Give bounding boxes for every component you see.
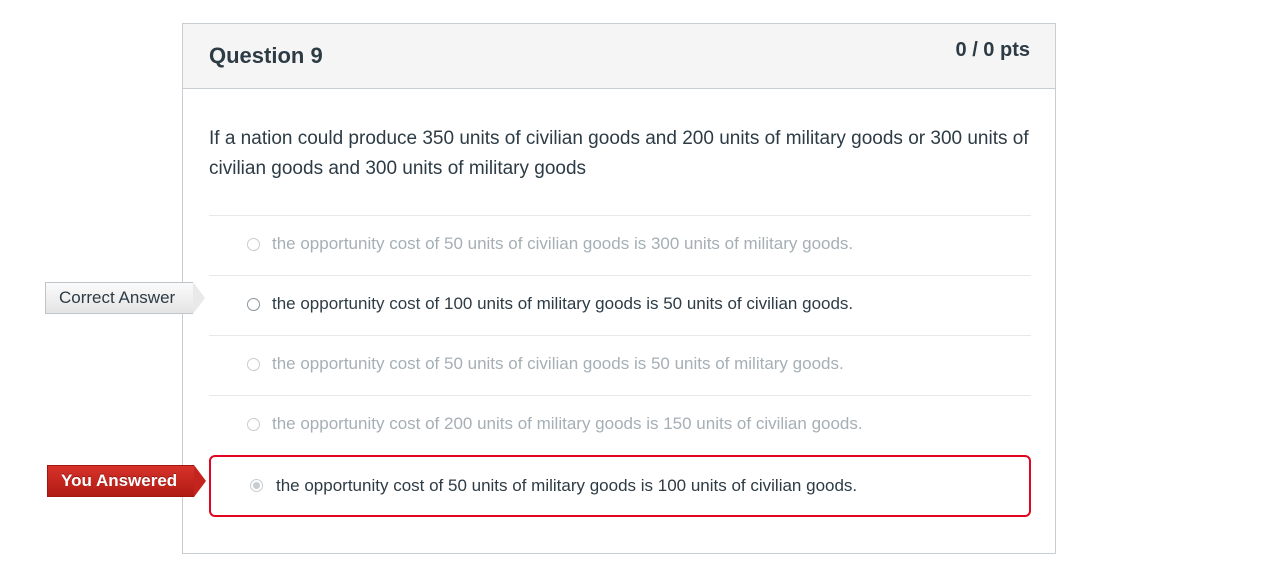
- radio-button-selected[interactable]: [250, 479, 263, 492]
- correct-answer-flag: Correct Answer: [45, 282, 205, 314]
- answer-option-5-selected[interactable]: the opportunity cost of 50 units of mili…: [209, 455, 1031, 517]
- answer-label: the opportunity cost of 200 units of mil…: [272, 414, 863, 433]
- answer-option-4[interactable]: the opportunity cost of 200 units of mil…: [209, 395, 1031, 455]
- radio-button[interactable]: [247, 238, 260, 251]
- radio-button[interactable]: [247, 418, 260, 431]
- answer-option-3[interactable]: the opportunity cost of 50 units of civi…: [209, 335, 1031, 395]
- you-answered-flag: You Answered: [47, 465, 206, 497]
- answer-option-2-correct[interactable]: the opportunity cost of 100 units of mil…: [209, 275, 1031, 335]
- question-title: Question 9: [209, 43, 323, 68]
- answer-list: the opportunity cost of 50 units of civi…: [209, 215, 1031, 517]
- answer-label: the opportunity cost of 50 units of mili…: [276, 476, 858, 495]
- answer-label: the opportunity cost of 50 units of civi…: [272, 234, 854, 253]
- answer-label: the opportunity cost of 100 units of mil…: [272, 294, 854, 313]
- question-header: Question 9 0 / 0 pts: [183, 24, 1055, 89]
- question-text: If a nation could produce 350 units of c…: [209, 128, 1029, 179]
- answer-label: the opportunity cost of 50 units of civi…: [272, 354, 844, 373]
- answer-option-1[interactable]: the opportunity cost of 50 units of civi…: [209, 215, 1031, 275]
- radio-button[interactable]: [247, 358, 260, 371]
- radio-button[interactable]: [247, 298, 260, 311]
- question-card: Question 9 0 / 0 pts If a nation could p…: [182, 23, 1056, 554]
- question-points: 0 / 0 pts: [955, 39, 1030, 61]
